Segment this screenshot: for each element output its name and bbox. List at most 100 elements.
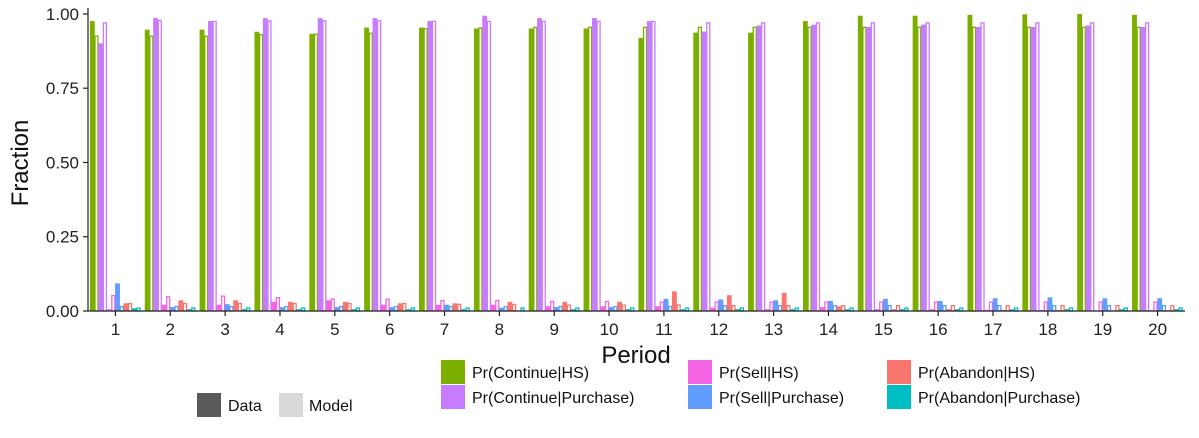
bar-data-5-period-1: [123, 303, 129, 312]
bar-data-5-period-2: [178, 300, 184, 312]
axes: 0.000.250.500.751.001 2 3 4 5 6 7 8 9 10 11 12 13 14 1…: [46, 5, 1185, 339]
bar-model-2-period-5: [322, 20, 327, 312]
bar-model-4-period-17: [997, 304, 1002, 312]
bar-model-2-period-14: [815, 22, 821, 312]
bar-data-2-period-20: [1140, 27, 1146, 312]
bar-model-3-period-11: [659, 301, 664, 312]
x-tick-label: 5: [330, 320, 339, 339]
bar-data-1-period-13: [748, 32, 753, 312]
bar-model-2-period-7: [431, 20, 437, 312]
bar-data-4-period-7: [444, 304, 450, 312]
x-tick-label: 2: [166, 320, 175, 339]
bar-data-2-period-1: [98, 43, 104, 312]
bar-data-5-period-14: [836, 306, 842, 312]
y-tick-label: 0.50: [46, 153, 79, 172]
bar-data-4-period-18: [1047, 297, 1053, 312]
bar-data-1-period-5: [309, 33, 315, 312]
bar-data-3-period-8: [490, 304, 496, 312]
bar-model-2-period-10: [596, 20, 601, 312]
bar-model-2-period-20: [1144, 22, 1150, 312]
bar-data-1-period-19: [1077, 13, 1083, 312]
legend-swatch-series-2: [441, 385, 465, 409]
legend-key-data: [197, 393, 221, 417]
x-tick-label: 8: [495, 320, 504, 339]
bar-data-2-period-16: [921, 24, 926, 312]
bar-model-1-period-3: [204, 35, 209, 312]
bar-data-5-period-12: [726, 295, 732, 312]
bar-model-1-period-4: [258, 34, 264, 312]
bar-model-4-period-14: [832, 304, 837, 312]
x-tick-label: 6: [385, 320, 394, 339]
bar-model-3-period-16: [933, 301, 939, 312]
bar-model-2-period-2: [157, 19, 162, 312]
bar-data-1-period-8: [473, 28, 479, 312]
bar-model-1-period-12: [697, 26, 703, 312]
legend: Data Model Pr(Continue|HS) Pr(Continue|Purc…: [197, 360, 1080, 417]
bar-model-4-period-13: [777, 304, 783, 312]
bar-model-5-period-8: [511, 303, 517, 312]
x-tick-label: 4: [275, 320, 284, 339]
bar-model-4-period-2: [174, 305, 179, 312]
bar-model-1-period-20: [1136, 26, 1141, 312]
bar-model-3-period-12: [714, 301, 719, 312]
legend-label-data: Data: [228, 398, 262, 415]
bar-model-2-period-1: [102, 22, 108, 312]
bar-data-4-period-13: [773, 300, 779, 312]
x-tick-label: 3: [220, 320, 229, 339]
bar-data-3-period-5: [326, 300, 331, 312]
bar-data-1-period-20: [1132, 14, 1137, 312]
bar-data-1-period-16: [912, 15, 918, 312]
bar-model-1-period-1: [94, 35, 99, 312]
bar-model-5-period-5: [347, 302, 352, 312]
bar-model-4-period-12: [722, 304, 728, 312]
bar-model-2-period-16: [925, 22, 930, 312]
bar-data-2-period-7: [427, 21, 433, 312]
bar-data-3-period-3: [216, 304, 222, 312]
bar-data-2-period-18: [1030, 27, 1036, 312]
bar-model-1-period-13: [752, 26, 757, 312]
bar-data-5-period-9: [562, 301, 568, 312]
bar-data-4-period-15: [883, 298, 888, 312]
y-tick-label: 0.75: [46, 79, 79, 98]
bar-model-5-period-16: [950, 304, 956, 312]
bar-data-2-period-19: [1085, 25, 1091, 312]
x-tick-label: 10: [600, 320, 619, 339]
bar-data-1-period-18: [1022, 14, 1028, 312]
bar-model-1-period-6: [368, 32, 373, 312]
legend-swatch-series-4: [688, 385, 712, 409]
bar-model-5-period-20: [1170, 304, 1175, 312]
bar-model-4-period-10: [613, 305, 618, 312]
bar-data-4-period-17: [992, 298, 998, 312]
bar-model-5-period-11: [676, 304, 681, 312]
bar-data-3-period-10: [600, 306, 606, 312]
bar-data-1-period-14: [802, 21, 808, 312]
bar-model-3-period-13: [769, 301, 774, 312]
bar-model-4-period-18: [1052, 304, 1057, 312]
bar-model-4-period-8: [503, 305, 508, 312]
bar-model-1-period-2: [149, 35, 154, 312]
bar-model-2-period-17: [980, 22, 985, 312]
bar-data-3-period-2: [161, 304, 167, 312]
bar-data-5-period-3: [233, 300, 239, 312]
bar-data-2-period-4: [262, 18, 268, 312]
bar-model-5-period-18: [1060, 304, 1065, 312]
bar-data-4-period-1: [115, 283, 120, 312]
bar-data-4-period-16: [937, 300, 943, 312]
x-tick-label: 17: [984, 320, 1003, 339]
y-tick-label: 0.25: [46, 228, 79, 247]
bar-model-2-period-4: [267, 20, 272, 312]
bar-model-1-period-8: [478, 27, 483, 312]
bar-data-1-period-1: [89, 21, 95, 312]
bar-data-1-period-12: [693, 32, 699, 312]
bar-model-4-period-1: [119, 305, 124, 312]
bar-model-3-period-6: [385, 298, 390, 312]
bar-model-4-period-15: [887, 304, 892, 312]
x-tick-label: 16: [929, 320, 948, 339]
legend-label-series-1: Pr(Continue|HS): [472, 365, 589, 382]
bar-data-2-period-3: [208, 21, 213, 312]
bar-data-4-period-14: [828, 300, 833, 312]
bar-data-3-period-6: [380, 304, 386, 312]
bar-data-2-period-15: [866, 27, 872, 312]
bar-model-5-period-6: [402, 302, 407, 312]
